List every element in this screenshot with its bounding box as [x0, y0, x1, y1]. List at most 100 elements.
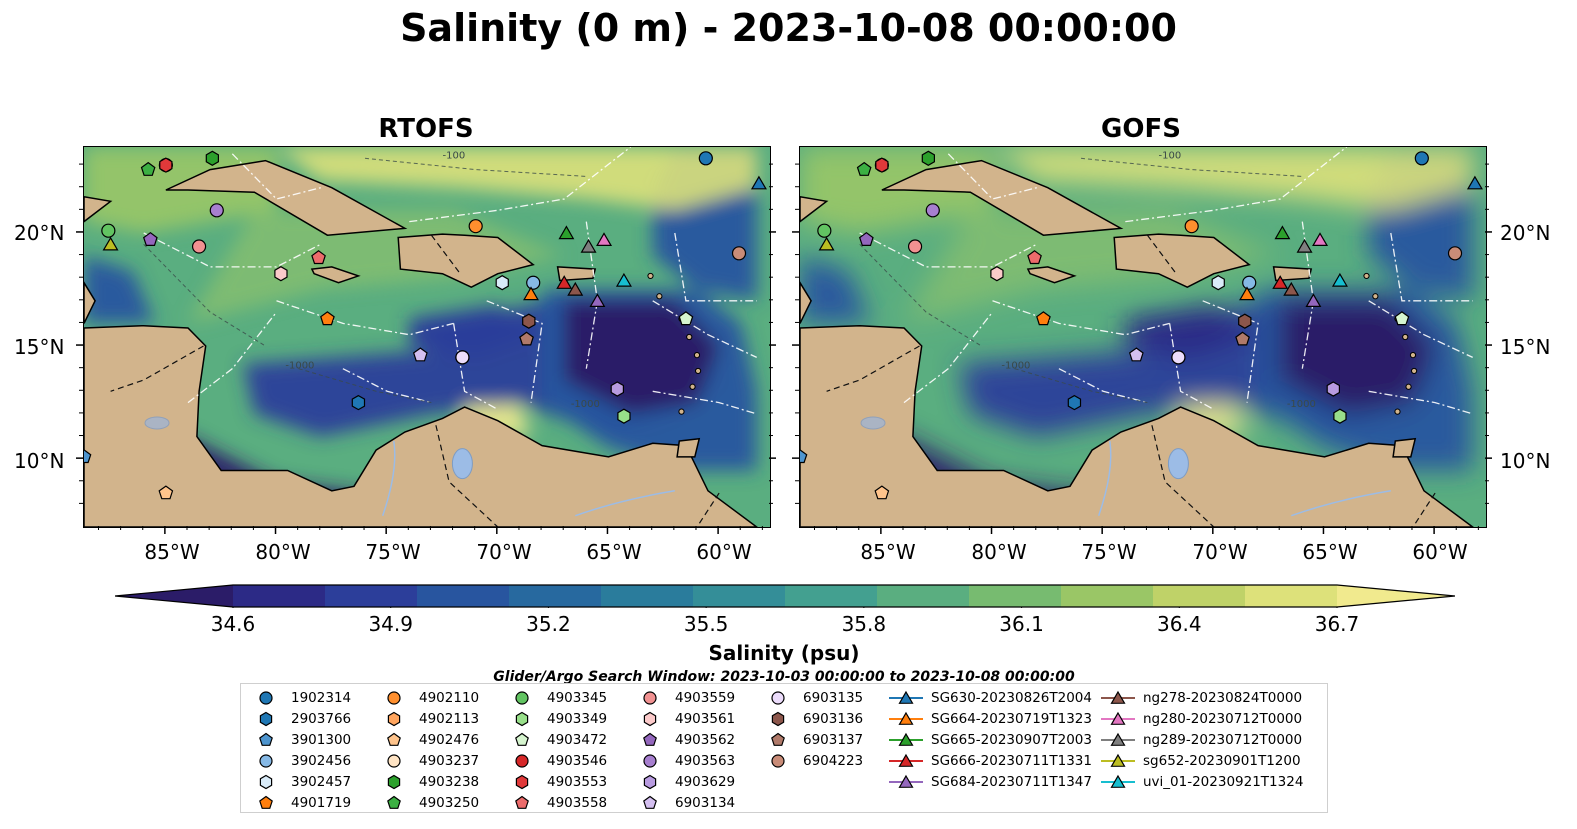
- legend-item: 4903629: [631, 772, 735, 792]
- legend-item: 2903766: [247, 709, 351, 729]
- legend-label: 4901719: [291, 795, 352, 811]
- x-tick-label: 80°W: [255, 540, 311, 564]
- observation-marker: [1184, 219, 1199, 234]
- colorbar-segment: [1153, 585, 1246, 607]
- gofs-map: -100 -1000 -1000: [799, 146, 1487, 528]
- legend-item: 4903349: [503, 709, 607, 729]
- observation-marker: [274, 266, 288, 282]
- x-tick-label: 60°W: [696, 540, 752, 564]
- circle-legend-icon: [515, 754, 529, 768]
- observation-marker: [1067, 394, 1082, 411]
- observation-marker: [495, 275, 509, 291]
- observation-marker: [1312, 232, 1329, 247]
- legend-item: uvi_01-20230921T1324: [1099, 772, 1303, 792]
- observation-marker: [1239, 286, 1255, 301]
- legend-item: 4902113: [375, 709, 479, 729]
- hexagon-legend-icon: [387, 711, 401, 727]
- pentagon-legend-icon: [259, 732, 273, 746]
- observation-marker: [1414, 151, 1429, 166]
- x-tick-label: 65°W: [1302, 540, 1358, 564]
- colorbar-segment: [969, 585, 1062, 607]
- colorbar-segment: [785, 585, 878, 607]
- legend-item: 3902457: [247, 772, 351, 792]
- colorbar-segment: [417, 585, 510, 607]
- observation-marker: [1296, 238, 1313, 253]
- legend-item: 4903345: [503, 688, 607, 708]
- x-tick-label: 75°W: [1081, 540, 1137, 564]
- colorbar-segment: [693, 585, 786, 607]
- legend-label: SG666-20230711T1331: [931, 753, 1092, 769]
- legend-label: 4903561: [675, 711, 736, 727]
- hexagon-legend-icon: [771, 711, 785, 727]
- legend-label: 4903629: [675, 774, 736, 790]
- observation-marker: [558, 225, 575, 240]
- observation-marker: [1238, 313, 1252, 329]
- observation-marker: [596, 232, 613, 247]
- legend-label: ng278-20230824T0000: [1143, 690, 1303, 706]
- bathymetry-contour-label: -1000: [285, 361, 314, 372]
- circle-legend-icon: [643, 691, 657, 705]
- rtofs-salinity-field: -100 -1000 -1000: [84, 147, 770, 527]
- hexagon-legend-icon: [643, 774, 657, 790]
- colorbar-extend-min: [115, 585, 233, 607]
- colorbar-extend-max: [1337, 585, 1455, 607]
- legend-item: 4903237: [375, 751, 479, 771]
- legend-item: 4903250: [375, 793, 480, 812]
- legend-item: 4903546: [503, 751, 607, 771]
- observation-marker: [925, 203, 940, 218]
- pentagon-legend-icon: [771, 732, 785, 746]
- legend-label: SG665-20230907T2003: [931, 732, 1092, 748]
- observation-marker: [750, 175, 767, 190]
- legend-label: sg652-20230901T1200: [1143, 753, 1301, 769]
- observation-marker: [731, 246, 747, 261]
- y-tick-label: 20°N: [1500, 221, 1551, 245]
- legend: 1902314 2903766 3901300 3902456 3902457 49017…: [240, 683, 1328, 813]
- y-tick-label: 10°N: [1500, 449, 1551, 473]
- observation-marker: [209, 203, 224, 218]
- legend-label: 4903238: [419, 774, 480, 790]
- legend-label: 3902456: [291, 753, 352, 769]
- legend-item: 4902110: [375, 688, 479, 708]
- observation-marker: [875, 157, 889, 173]
- colorbar-segment: [325, 585, 418, 607]
- search-window-text: Glider/Argo Search Window: 2023-10-03 00…: [493, 669, 1075, 685]
- legend-label: uvi_01-20230921T1324: [1143, 774, 1304, 790]
- legend-label: 4903250: [419, 795, 480, 811]
- triangle-line-legend-icon: [889, 690, 923, 704]
- circle-legend-icon: [387, 691, 401, 705]
- legend-label: 4903546: [547, 753, 608, 769]
- legend-item: SG684-20230711T1347: [887, 772, 1092, 792]
- observation-marker: [556, 275, 573, 289]
- observation-marker: [1331, 272, 1348, 287]
- legend-item: 4903553: [503, 772, 607, 792]
- bathymetry-contour-label: -100: [442, 150, 465, 161]
- legend-label: 2903766: [291, 711, 352, 727]
- triangle-line-legend-icon: [1101, 732, 1135, 746]
- legend-label: ng289-20230712T0000: [1143, 732, 1303, 748]
- pentagon-legend-icon: [259, 795, 273, 809]
- bathymetry-contour-label: -1000: [1287, 399, 1316, 410]
- circle-legend-icon: [259, 754, 273, 768]
- x-tick-label: 70°W: [1192, 540, 1248, 564]
- legend-item: 4903238: [375, 772, 479, 792]
- observation-marker: [921, 150, 935, 166]
- legend-label: 3902457: [291, 774, 352, 790]
- observation-marker: [990, 266, 1004, 282]
- legend-label: 4903237: [419, 753, 480, 769]
- observation-marker: [817, 223, 832, 238]
- colorbar-tick-label: 36.4: [1157, 612, 1202, 636]
- circle-legend-icon: [387, 754, 401, 768]
- legend-item: 6903134: [631, 793, 735, 812]
- legend-item: 6903136: [759, 709, 863, 729]
- x-tick-label: 65°W: [586, 540, 642, 564]
- legend-item: 4903562: [631, 730, 735, 750]
- colorbar-segment: [233, 585, 326, 607]
- gofs-salinity-field: -100 -1000 -1000: [800, 147, 1486, 527]
- y-tick-label: 15°N: [1500, 335, 1551, 359]
- observation-marker: [1242, 275, 1257, 290]
- x-tick-label: 60°W: [1412, 540, 1468, 564]
- legend-item: SG665-20230907T2003: [887, 730, 1092, 750]
- observation-marker: [1326, 381, 1341, 397]
- observation-marker: [351, 394, 366, 411]
- observation-marker: [519, 331, 534, 346]
